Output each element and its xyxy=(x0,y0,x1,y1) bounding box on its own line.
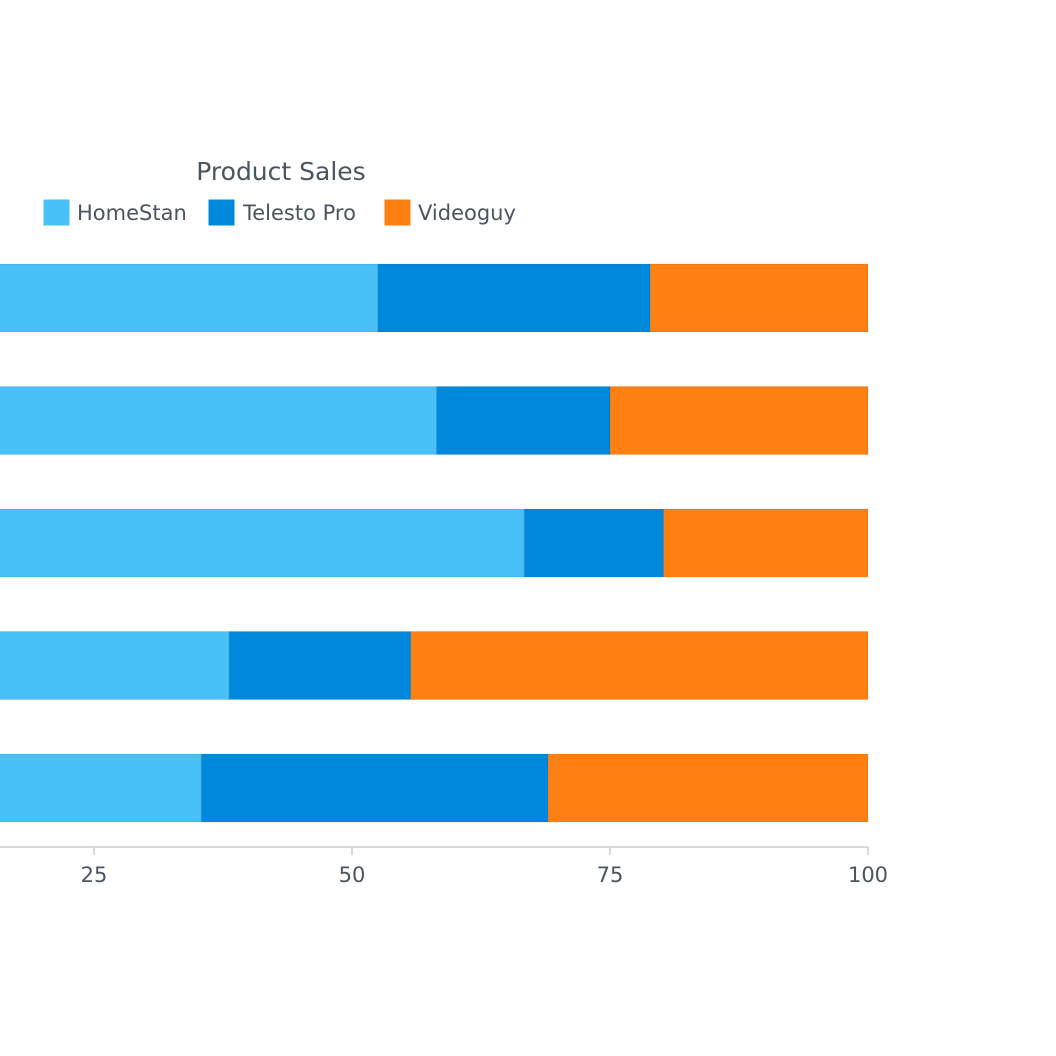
legend-label-homestan: HomeStan xyxy=(77,201,187,225)
bar-homestan-2[interactable] xyxy=(0,386,438,455)
bar-telesto-pro-3[interactable] xyxy=(523,508,665,578)
bar-homestan-1[interactable] xyxy=(0,263,379,333)
bar-homestan-3[interactable] xyxy=(0,508,525,578)
legend-item-telesto-pro[interactable]: Telesto Pro xyxy=(208,199,356,226)
bar-homestan-5[interactable] xyxy=(0,753,202,823)
legend-swatch-telesto-pro xyxy=(208,199,235,226)
bar-videoguy-3[interactable] xyxy=(663,508,869,578)
legend: HomeStan Telesto Pro Videoguy xyxy=(43,199,516,226)
bar-homestan-4[interactable] xyxy=(0,631,230,700)
x-tick-label-75: 75 xyxy=(597,863,624,887)
x-ticks: 25 50 75 100 xyxy=(81,847,888,887)
bars-layer xyxy=(0,263,869,823)
bar-videoguy-5[interactable] xyxy=(547,753,869,823)
legend-item-homestan[interactable]: HomeStan xyxy=(43,199,187,226)
bar-videoguy-2[interactable] xyxy=(609,386,869,455)
legend-swatch-videoguy xyxy=(384,199,411,226)
bar-telesto-pro-4[interactable] xyxy=(228,631,412,700)
bar-videoguy-4[interactable] xyxy=(410,631,869,700)
bar-telesto-pro-2[interactable] xyxy=(436,386,611,455)
x-tick-label-100: 100 xyxy=(848,863,888,887)
x-tick-label-50: 50 xyxy=(339,863,366,887)
bar-telesto-pro-1[interactable] xyxy=(377,263,651,333)
x-tick-label-25: 25 xyxy=(81,863,108,887)
legend-label-videoguy: Videoguy xyxy=(418,201,516,225)
x-axis: 25 50 75 100 xyxy=(0,846,888,887)
chart-title: Product Sales xyxy=(196,157,365,186)
legend-label-telesto-pro: Telesto Pro xyxy=(242,201,356,225)
legend-swatch-homestan xyxy=(43,199,70,226)
bar-videoguy-1[interactable] xyxy=(649,263,869,333)
bar-telesto-pro-5[interactable] xyxy=(200,753,549,823)
legend-item-videoguy[interactable]: Videoguy xyxy=(384,199,516,226)
